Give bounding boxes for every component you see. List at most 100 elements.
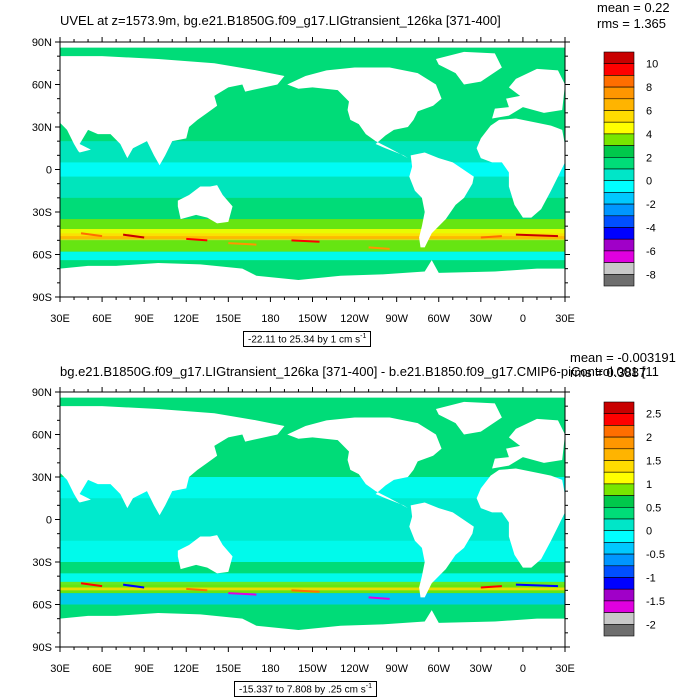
panel1-field-streak	[122, 233, 145, 239]
panel1-field-streak	[515, 233, 559, 238]
panel2-x-tick-label: 120W	[340, 663, 369, 675]
panel1-colorbar-box	[603, 145, 635, 158]
panel1-x-tick-label: 60W	[427, 313, 450, 325]
panel2-field-band	[60, 587, 565, 591]
panel1-land-greenland	[435, 51, 502, 85]
panel2-colorbar-box	[603, 588, 635, 602]
panel2-land-southAmerica	[409, 502, 474, 598]
panel1-colorbar-label: -6	[646, 246, 656, 258]
panel1-colorbar-box	[603, 215, 635, 228]
panel1-field-streak	[186, 237, 208, 242]
panel1-land-australia	[177, 185, 233, 224]
panel2-land-antarctica	[60, 610, 565, 647]
panel2-y-tick-label: 0	[46, 515, 52, 527]
panel2-colorbar-label: -2	[646, 619, 656, 631]
panel1-colorbar-box	[603, 98, 635, 111]
panel1-y-tick-label: 30S	[32, 207, 52, 219]
panel2-field-streak	[515, 583, 559, 588]
panel2-colorbar-box	[603, 600, 635, 613]
panel2-colorbar-label: 1	[646, 479, 652, 491]
panel1-x-tick-label: 30W	[470, 313, 493, 325]
panel1-y-tick-label: 30N	[32, 122, 52, 134]
panel1-land-southAmerica	[409, 152, 474, 248]
panel2-x-tick-label: 60E	[92, 663, 112, 675]
panel1-x-tick-label: 120E	[173, 313, 199, 325]
panel2-x-tick-label: 120E	[173, 663, 199, 675]
panel1-colorbar-box	[603, 63, 635, 76]
panel1-colorbar-label: 0	[646, 176, 652, 188]
panel1-field-band	[60, 236, 565, 239]
panel2-colorbar-box	[603, 471, 635, 485]
panel2-contour-info: -15.337 to 7.808 by .25 cm s-1	[234, 681, 377, 698]
panel1-field-streak	[480, 235, 502, 239]
panel2-mean-label: mean = -0.003191	[570, 350, 676, 365]
panel2-colorbar-box	[603, 612, 635, 625]
panel1-colorbar-label: 2	[646, 152, 652, 164]
panel2-colorbar-box	[603, 577, 635, 590]
panel2-colorbar-label: -0.5	[646, 549, 665, 561]
panel2-colorbar-box	[603, 436, 635, 450]
panel2-colorbar-box	[603, 483, 635, 496]
panel1-colorbar-label: 6	[646, 106, 652, 118]
panel1-colorbar-box	[603, 227, 635, 240]
panel2-x-tick-label: 150E	[215, 663, 241, 675]
panel2-land-australia	[177, 535, 233, 574]
panel2-colorbar-box	[603, 553, 635, 567]
panel2-field-streak	[480, 585, 502, 589]
panel2-colorbar-label: -1.5	[646, 596, 665, 608]
panel2-contour-text: -15.337 to 7.808 by .25 cm s	[239, 684, 366, 696]
panel1-land-arctic2	[60, 42, 341, 48]
panel2-plot-area	[60, 392, 567, 647]
panel1-colorbar-label: -2	[646, 199, 656, 211]
panel2-x-tick-label: 150W	[298, 663, 327, 675]
panel2-x-tick-label: 90E	[134, 663, 154, 675]
panel1-colorbar-box	[603, 203, 635, 217]
panel2-field-band	[60, 573, 565, 585]
panel2-land-arctic2	[60, 392, 341, 398]
panel1-field-band	[60, 162, 565, 177]
panel2-x-tick-label: 60W	[427, 663, 450, 675]
panel1-colorbar-box	[603, 238, 635, 252]
panel2-colorbar-box	[603, 425, 635, 438]
panel1-x-tick-label: 90E	[134, 313, 154, 325]
panel2-colorbar-label: 0	[646, 526, 652, 538]
panel1-field-streak	[228, 242, 257, 246]
panel1-field-band	[60, 240, 565, 252]
panel2-colorbar-box	[603, 542, 635, 555]
panel1-land-northAmerica	[287, 67, 442, 159]
panel1-colorbar-box	[603, 180, 635, 193]
panel1-colorbar-label: 8	[646, 82, 652, 94]
panel2-field-streak	[291, 589, 320, 593]
panel1-x-tick-label: 30E	[50, 313, 70, 325]
panel1-colorbar-box	[603, 250, 635, 263]
panel2-colorbar-label: -1	[646, 573, 656, 585]
panel1-y-tick-label: 90N	[32, 37, 52, 49]
panel2-y-tick-label: 30N	[32, 472, 52, 484]
panel1-x-tick-label: 180	[261, 313, 279, 325]
panel2-x-tick-label: 30E	[50, 663, 70, 675]
panel2-field-streak	[368, 596, 390, 600]
panel1-colorbar-label: -8	[646, 269, 656, 281]
panel1-colorbar-box	[603, 75, 635, 88]
panel1-colorbar-box	[603, 168, 635, 181]
panel1-rms-label: rms = 1.365	[597, 16, 667, 31]
panel1-land-europe	[492, 68, 565, 119]
panel2-field-band	[60, 593, 565, 605]
panel1-x-tick-label: 0	[520, 313, 526, 325]
panel2-colorbar-box	[603, 623, 635, 637]
panel1-colorbar-box	[603, 262, 635, 275]
panel2-contour-unit: -1	[365, 683, 372, 690]
panel2-y-tick-label: 60N	[32, 430, 52, 442]
panel1-title: UVEL at z=1573.9m, bg.e21.B1850G.f09_g17…	[60, 13, 501, 28]
panel2-y-tick-label: 60S	[32, 600, 52, 612]
panel2-x-tick-label: 90W	[385, 663, 408, 675]
panel2-field-streak	[80, 582, 103, 588]
panel1-y-tick-label: 90S	[32, 292, 52, 304]
panel2-land-africa	[476, 468, 567, 568]
panel1-field-band	[60, 251, 565, 261]
panel2-y-tick-label: 30S	[32, 557, 52, 569]
panel2-x-tick-label: 30E	[555, 663, 575, 675]
panel1-contour-unit: -1	[360, 333, 367, 340]
panel1-y-tick-label: 60N	[32, 80, 52, 92]
